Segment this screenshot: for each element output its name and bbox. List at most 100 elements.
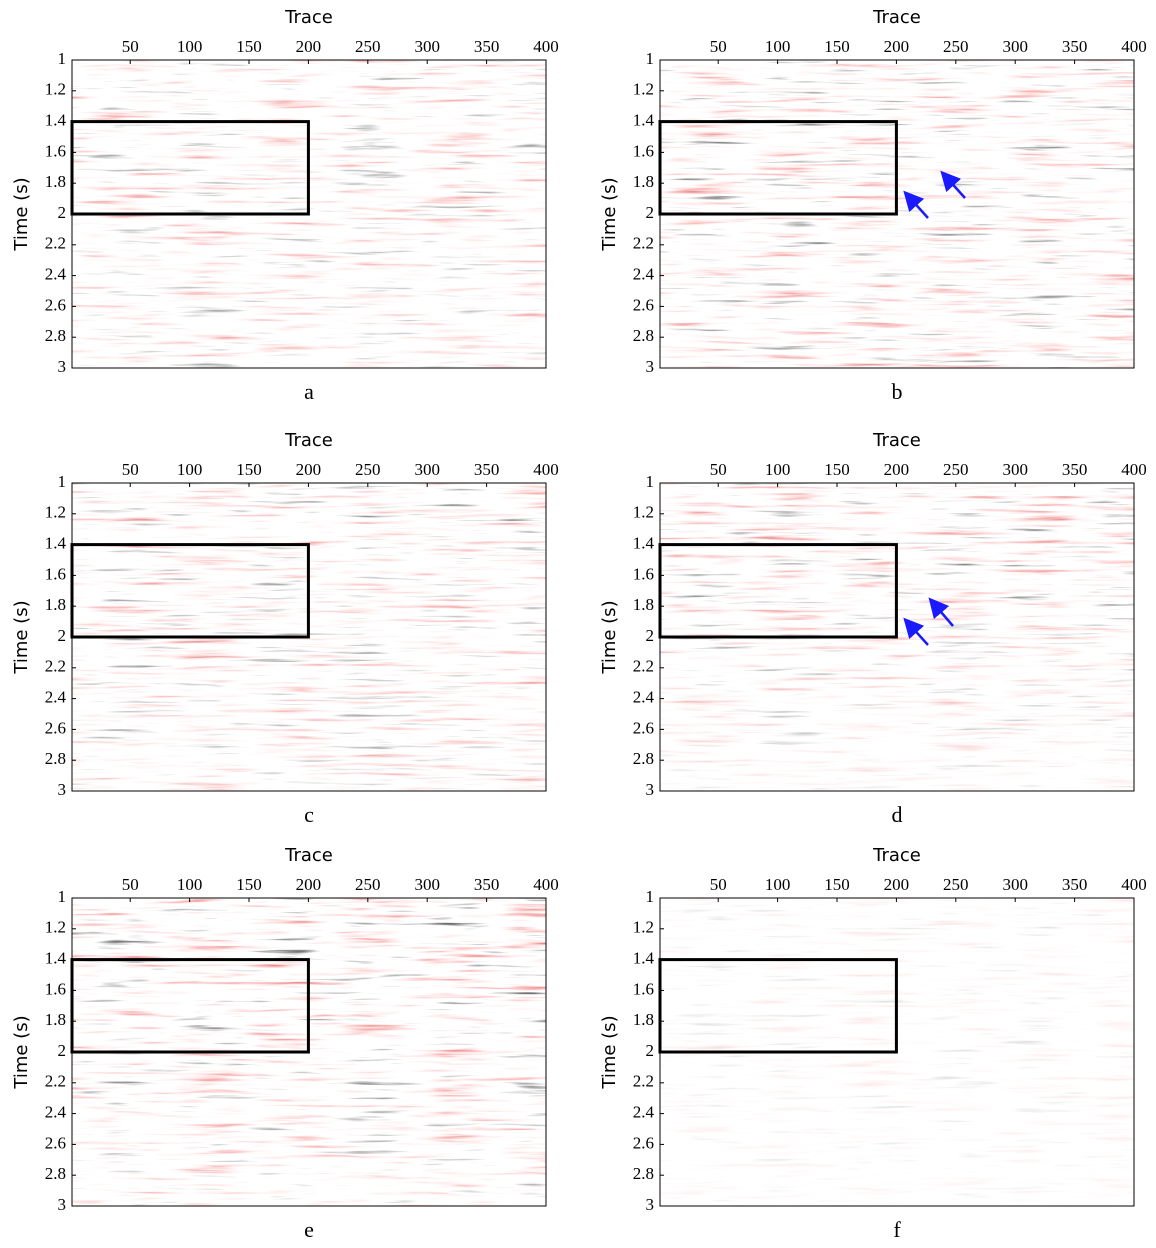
panel-caption: a: [304, 379, 314, 404]
y-tick-label: 3: [646, 1195, 655, 1214]
x-tick-label: 250: [355, 37, 381, 56]
x-tick-label: 400: [533, 460, 559, 479]
x-tick-label: 300: [1002, 460, 1028, 479]
y-tick-label: 2.4: [45, 688, 67, 707]
x-tick-label: 250: [943, 37, 969, 56]
x-tick-label: 400: [1121, 37, 1147, 56]
y-tick-label: 1.8: [633, 1010, 654, 1029]
x-tick-label: 100: [177, 460, 203, 479]
y-tick-label: 1.2: [633, 80, 654, 99]
panel-caption: b: [892, 379, 903, 404]
x-tick-label: 200: [884, 875, 910, 894]
x-tick-label: 250: [943, 875, 969, 894]
x-tick-label: 150: [824, 875, 850, 894]
y-tick-label: 2.6: [45, 295, 66, 314]
panel-caption: f: [893, 1217, 901, 1242]
y-tick-label: 2.8: [633, 326, 654, 345]
y-axis-title: Time (s): [599, 1015, 620, 1089]
y-tick-label: 2.6: [45, 1133, 66, 1152]
y-tick-label: 2.6: [45, 718, 66, 737]
x-tick-label: 200: [884, 460, 910, 479]
y-tick-label: 3: [58, 1195, 67, 1214]
y-tick-label: 1.4: [45, 111, 67, 130]
x-tick-label: 400: [533, 875, 559, 894]
y-tick-label: 2.2: [45, 657, 66, 676]
x-tick-label: 250: [355, 460, 381, 479]
highlight-box: [70, 543, 310, 639]
y-axis-title: Time (s): [599, 177, 620, 251]
y-tick-label: 2.8: [633, 1164, 654, 1183]
x-tick-label: 200: [296, 875, 322, 894]
y-tick-label: 1.4: [633, 111, 655, 130]
y-tick-label: 2.2: [633, 657, 654, 676]
y-axis-title: Time (s): [11, 177, 32, 251]
x-tick-label: 100: [765, 37, 791, 56]
x-tick-label: 100: [177, 37, 203, 56]
x-tick-label: 350: [474, 460, 500, 479]
y-tick-label: 2: [58, 203, 67, 222]
y-tick-label: 2: [646, 1041, 655, 1060]
x-tick-label: 250: [943, 460, 969, 479]
y-tick-label: 1.6: [45, 141, 66, 160]
x-tick-label: 100: [177, 875, 203, 894]
x-tick-label: 50: [122, 460, 139, 479]
y-tick-label: 2.2: [45, 234, 66, 253]
y-tick-label: 2.4: [633, 1103, 655, 1122]
x-tick-label: 400: [533, 37, 559, 56]
y-tick-label: 2.6: [633, 295, 654, 314]
y-tick-label: 1.2: [45, 80, 66, 99]
y-axis-title: Time (s): [11, 1015, 32, 1089]
y-tick-label: 2.8: [45, 749, 66, 768]
y-axis-title: Time (s): [599, 600, 620, 674]
y-tick-label: 2.8: [45, 1164, 66, 1183]
y-tick-label: 2: [58, 1041, 67, 1060]
y-tick-label: 1.4: [633, 534, 655, 553]
x-tick-label: 200: [884, 37, 910, 56]
panel-caption: e: [304, 1217, 314, 1242]
x-tick-label: 150: [824, 37, 850, 56]
y-tick-label: 1: [58, 887, 67, 906]
arrow: [903, 190, 929, 219]
highlight-box: [658, 543, 898, 639]
x-tick-label: 300: [414, 460, 440, 479]
x-tick-label: 350: [474, 37, 500, 56]
x-axis-title: Trace: [872, 430, 921, 451]
highlight-box: [70, 120, 310, 216]
x-tick-label: 250: [355, 875, 381, 894]
y-tick-label: 1.8: [45, 1010, 66, 1029]
y-tick-label: 2.4: [633, 265, 655, 284]
x-tick-label: 100: [765, 875, 791, 894]
x-tick-label: 150: [236, 37, 262, 56]
y-tick-label: 1: [646, 49, 655, 68]
y-tick-label: 2.2: [45, 1072, 66, 1091]
x-tick-label: 50: [710, 875, 727, 894]
y-tick-label: 1.2: [45, 503, 66, 522]
x-tick-label: 200: [296, 460, 322, 479]
x-tick-label: 50: [710, 37, 727, 56]
y-tick-label: 1.8: [45, 172, 66, 191]
y-tick-label: 1.8: [633, 172, 654, 191]
x-tick-label: 300: [1002, 875, 1028, 894]
y-tick-label: 1: [58, 49, 67, 68]
y-tick-label: 1.8: [45, 595, 66, 614]
y-tick-label: 1: [646, 472, 655, 491]
highlight-box: [70, 958, 310, 1054]
y-tick-label: 1.8: [633, 595, 654, 614]
x-tick-label: 400: [1121, 875, 1147, 894]
y-tick-label: 3: [58, 780, 67, 799]
y-tick-label: 1.6: [633, 564, 654, 583]
y-tick-label: 1.2: [633, 503, 654, 522]
y-tick-label: 1.4: [633, 949, 655, 968]
x-axis-title: Trace: [284, 845, 333, 866]
y-tick-label: 1.4: [45, 534, 67, 553]
x-tick-label: 350: [474, 875, 500, 894]
y-tick-label: 2.8: [45, 326, 66, 345]
x-axis-title: Trace: [872, 845, 921, 866]
y-tick-label: 1: [646, 887, 655, 906]
y-tick-label: 2.4: [45, 1103, 67, 1122]
x-tick-label: 350: [1062, 875, 1088, 894]
highlight-box: [658, 958, 898, 1054]
y-tick-label: 3: [646, 357, 655, 376]
y-tick-label: 2.4: [633, 688, 655, 707]
x-tick-label: 350: [1062, 460, 1088, 479]
